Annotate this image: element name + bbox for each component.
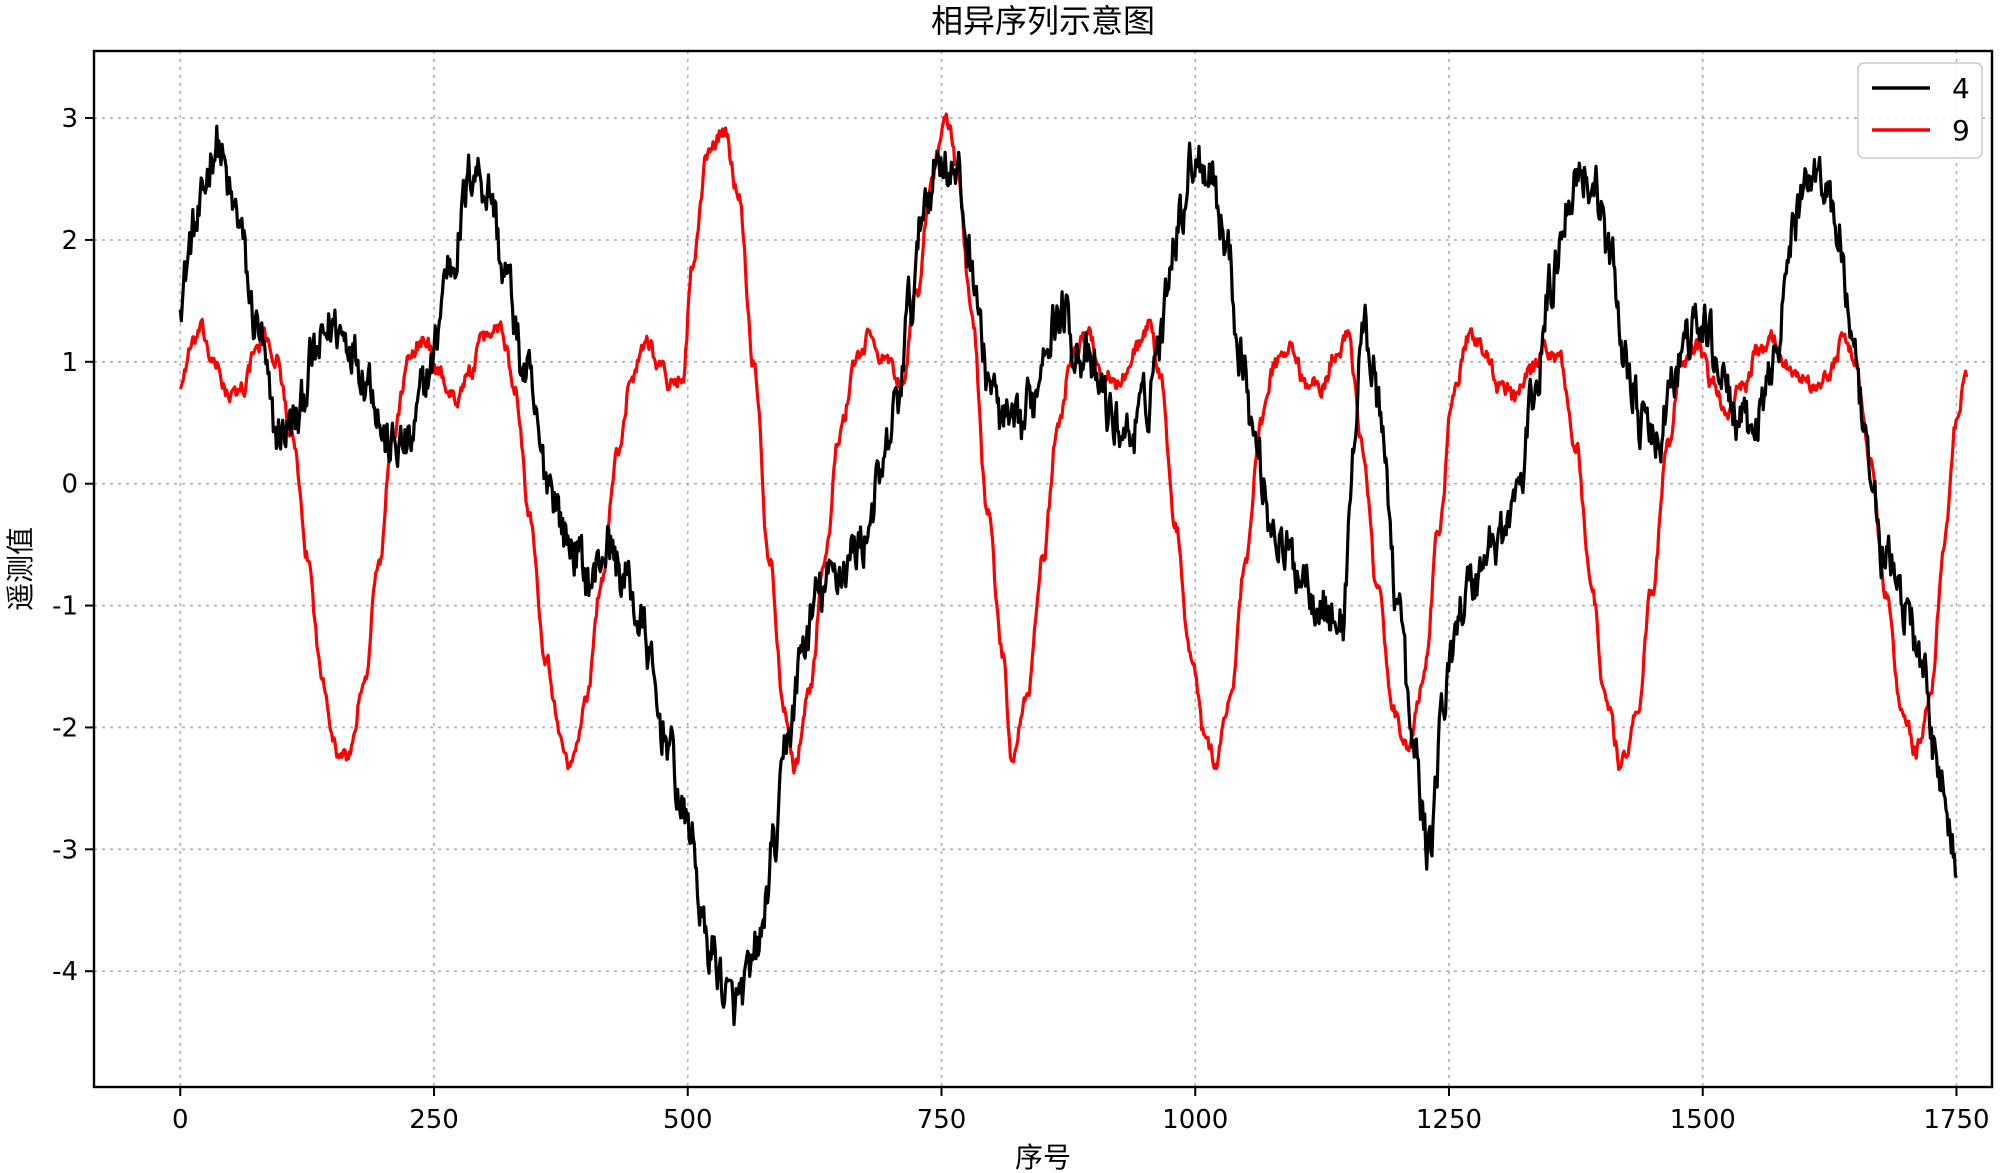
y-axis: -4 -3 -2 -1 0 1 2 3: [52, 104, 94, 987]
x-axis-title: 序号: [1015, 1141, 1071, 1173]
x-tick-label-1: 250: [409, 1105, 459, 1135]
x-tick-label-3: 750: [917, 1105, 967, 1135]
x-tick-label-6: 1500: [1670, 1105, 1736, 1135]
x-tick-label-4: 1000: [1162, 1105, 1228, 1135]
chart-title: 相异序列示意图: [931, 2, 1155, 40]
x-tick-label-5: 1250: [1416, 1105, 1482, 1135]
x-tick-label-0: 0: [172, 1105, 189, 1135]
y-tick-label-1: -3: [52, 835, 78, 865]
legend: 49: [1857, 62, 1983, 159]
legend-label-9: 9: [1952, 114, 1970, 147]
x-tick-label-2: 500: [663, 1105, 713, 1135]
y-tick-label-3: -1: [52, 592, 78, 622]
series-line-9: [178, 112, 1969, 775]
y-tick-label-0: -4: [52, 957, 78, 987]
plot-frame: [92, 49, 1994, 1089]
y-tick-label-2: -2: [52, 713, 78, 743]
y-tick-label-6: 2: [61, 226, 78, 256]
series-line-4: [178, 124, 1958, 1027]
y-tick-label-5: 1: [61, 348, 78, 378]
x-axis: 0 250 500 750 1000 1250 1500 1750: [172, 1087, 1990, 1135]
legend-label-4: 4: [1952, 72, 1970, 105]
y-tick-label-7: 3: [61, 104, 78, 134]
y-tick-label-4: 0: [61, 470, 78, 500]
series-layer: [178, 112, 1969, 1027]
x-tick-label-7: 1750: [1923, 1105, 1989, 1135]
y-axis-title: 遥测值: [4, 527, 37, 611]
